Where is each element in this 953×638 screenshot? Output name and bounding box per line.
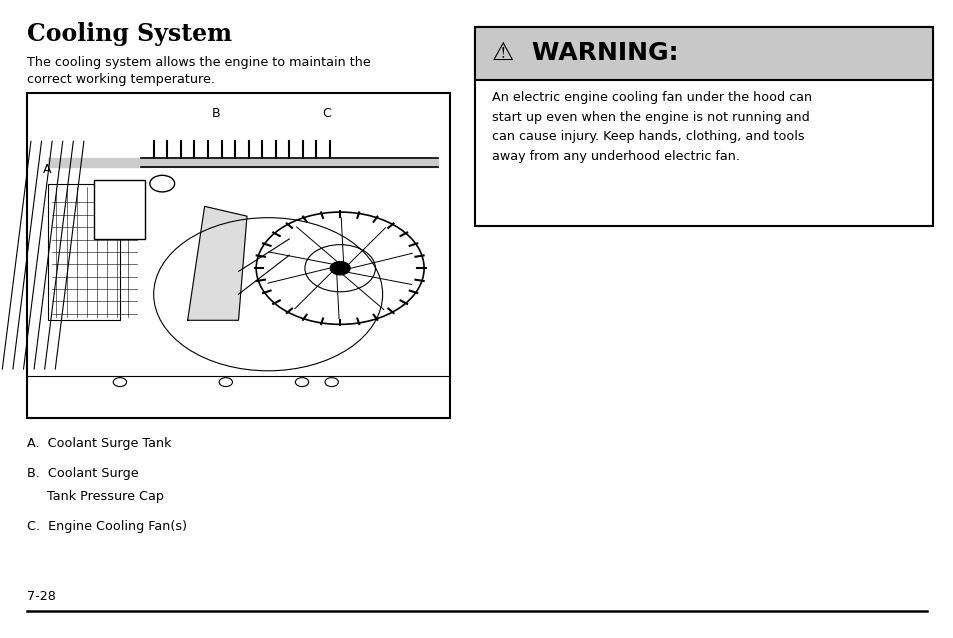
Text: correct working temperature.: correct working temperature. <box>27 73 214 86</box>
Text: 7-28: 7-28 <box>27 590 55 603</box>
Text: ⚠  WARNING:: ⚠ WARNING: <box>492 41 678 65</box>
Text: The cooling system allows the engine to maintain the: The cooling system allows the engine to … <box>27 56 370 69</box>
Circle shape <box>330 262 350 275</box>
Bar <box>475 27 932 226</box>
Text: Cooling System: Cooling System <box>27 22 232 47</box>
Bar <box>94 181 145 239</box>
Text: C.  Engine Cooling Fan(s): C. Engine Cooling Fan(s) <box>27 520 187 533</box>
Text: A.  Coolant Surge Tank: A. Coolant Surge Tank <box>27 437 171 450</box>
Text: C: C <box>322 107 331 120</box>
Bar <box>27 93 450 418</box>
Text: A: A <box>43 163 51 175</box>
Text: B.  Coolant Surge: B. Coolant Surge <box>27 467 138 480</box>
Bar <box>475 27 932 80</box>
Text: B: B <box>212 107 220 120</box>
Bar <box>475 27 932 80</box>
Text: Tank Pressure Cap: Tank Pressure Cap <box>27 490 164 503</box>
Bar <box>48 184 120 320</box>
Bar <box>27 93 450 418</box>
Polygon shape <box>188 207 247 320</box>
Text: An electric engine cooling fan under the hood can
start up even when the engine : An electric engine cooling fan under the… <box>492 91 812 163</box>
